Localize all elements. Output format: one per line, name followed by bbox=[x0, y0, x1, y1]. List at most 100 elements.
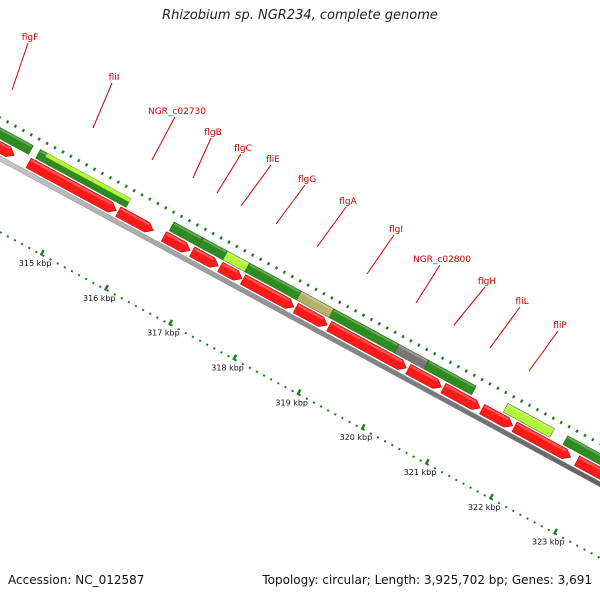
minor-tick bbox=[504, 505, 508, 509]
cds-arrow-fliP[interactable] bbox=[511, 421, 572, 460]
upper-tick bbox=[53, 145, 57, 150]
cds-arrow-fliE[interactable] bbox=[217, 261, 243, 281]
minor-tick bbox=[405, 451, 408, 455]
leader-line bbox=[453, 286, 486, 326]
leader-line bbox=[275, 184, 306, 225]
kbp-label: 318 kbp bbox=[211, 364, 244, 373]
cds-arrow-fliI[interactable] bbox=[25, 157, 117, 213]
upper-tick bbox=[5, 120, 10, 124]
upper-tick bbox=[488, 382, 492, 386]
gene-label-ngr-c02800[interactable]: NGR_c02800 bbox=[413, 255, 471, 265]
major-tick bbox=[232, 354, 238, 361]
cds-arrow-next[interactable] bbox=[573, 455, 600, 510]
upper-tick bbox=[171, 210, 176, 214]
minor-tick bbox=[433, 466, 437, 470]
gene-label-flgi[interactable]: flgI bbox=[389, 225, 403, 235]
gene-label-flii[interactable]: fliI bbox=[109, 73, 120, 83]
minor-tick bbox=[362, 428, 366, 432]
upper-tick bbox=[575, 429, 579, 433]
minor-tick bbox=[184, 331, 188, 335]
upper-tick bbox=[274, 266, 279, 270]
upper-tick bbox=[69, 154, 73, 159]
cds-arrow-ngr-c02800[interactable] bbox=[405, 363, 442, 389]
leader-line bbox=[92, 82, 113, 129]
gene-highlight bbox=[227, 252, 249, 265]
minor-tick bbox=[583, 548, 586, 551]
leader-line bbox=[528, 330, 559, 372]
cds-highlight bbox=[245, 275, 290, 302]
cds-highlight bbox=[445, 384, 477, 403]
gene-label-flga[interactable]: flgA bbox=[339, 197, 357, 207]
cds-arrow-flgB[interactable] bbox=[160, 231, 191, 253]
gene-label-flgc[interactable]: flgC bbox=[234, 144, 252, 154]
major-tick bbox=[488, 493, 494, 500]
upper-tick bbox=[353, 309, 358, 313]
minor-tick bbox=[177, 327, 181, 331]
gene-label-flgb[interactable]: flgB bbox=[204, 128, 222, 138]
minor-tick bbox=[106, 289, 109, 292]
upper-tick bbox=[227, 240, 231, 244]
cds-arrow-ngr-c02730[interactable] bbox=[115, 206, 154, 233]
gene-label-flip[interactable]: fliP bbox=[553, 321, 567, 331]
upper-tick bbox=[504, 390, 508, 395]
minor-tick bbox=[312, 401, 316, 404]
minor-tick bbox=[141, 308, 145, 312]
gene-label-ngr-c02730[interactable]: NGR_c02730 bbox=[148, 107, 206, 117]
gene-segment-fliL[interactable] bbox=[502, 402, 555, 438]
cds-arrow-flgC[interactable] bbox=[189, 246, 219, 268]
upper-tick bbox=[13, 124, 18, 129]
cds-track bbox=[0, 140, 600, 510]
upper-tick bbox=[338, 300, 342, 305]
gene-label-flgf[interactable]: flgF bbox=[22, 33, 39, 43]
minor-tick bbox=[205, 343, 209, 347]
cds-arrow-flgA[interactable] bbox=[292, 302, 328, 327]
minor-tick bbox=[276, 381, 280, 385]
cds-arrow-flgH[interactable] bbox=[440, 382, 481, 410]
kbp-label: 323 kbp bbox=[532, 538, 565, 547]
minor-tick bbox=[376, 436, 380, 439]
gene-label-flil[interactable]: fliL bbox=[515, 297, 528, 307]
minor-tick bbox=[426, 463, 430, 466]
gene-segment-flgF[interactable] bbox=[0, 111, 34, 155]
gene-segment-flgH[interactable] bbox=[423, 359, 477, 396]
minor-tick bbox=[440, 470, 444, 474]
minor-tick bbox=[49, 258, 52, 261]
minor-tick bbox=[170, 323, 173, 327]
major-tick bbox=[360, 423, 366, 431]
upper-tick bbox=[100, 171, 105, 176]
gene-label-flgh[interactable]: flgH bbox=[478, 277, 496, 287]
cds-arrow-fliL[interactable] bbox=[479, 403, 514, 428]
upper-tick bbox=[77, 158, 81, 163]
minor-tick bbox=[597, 555, 600, 559]
upper-tick bbox=[179, 214, 184, 219]
gene-highlight bbox=[249, 263, 301, 293]
cds-arrow-flgI[interactable] bbox=[326, 320, 407, 370]
upper-tick bbox=[61, 150, 65, 154]
upper-tick bbox=[409, 339, 413, 343]
gene-highlight bbox=[0, 128, 33, 148]
upper-tick bbox=[417, 343, 421, 348]
gene-label-flie[interactable]: fliE bbox=[266, 155, 280, 165]
minor-tick bbox=[454, 478, 458, 482]
upper-tick bbox=[448, 360, 453, 365]
gene-label-flgg[interactable]: flgG bbox=[298, 175, 316, 185]
upper-tick bbox=[140, 193, 144, 197]
upper-tick bbox=[37, 137, 41, 141]
upper-tick bbox=[132, 188, 136, 193]
gene-segment-fliP[interactable] bbox=[562, 435, 600, 502]
minor-tick bbox=[483, 494, 487, 497]
minor-tick bbox=[220, 351, 223, 354]
minor-tick bbox=[6, 235, 10, 238]
leader-line bbox=[216, 153, 242, 194]
upper-tick bbox=[369, 317, 374, 322]
minor-tick bbox=[191, 335, 195, 339]
kbp-label: 315 kbp bbox=[19, 259, 52, 268]
upper-tick bbox=[464, 369, 468, 373]
cds-arrow-flgG[interactable] bbox=[239, 274, 295, 309]
minor-tick bbox=[163, 320, 166, 323]
cds-highlight bbox=[484, 405, 509, 421]
minor-tick bbox=[383, 439, 387, 443]
leader-line bbox=[415, 264, 441, 304]
